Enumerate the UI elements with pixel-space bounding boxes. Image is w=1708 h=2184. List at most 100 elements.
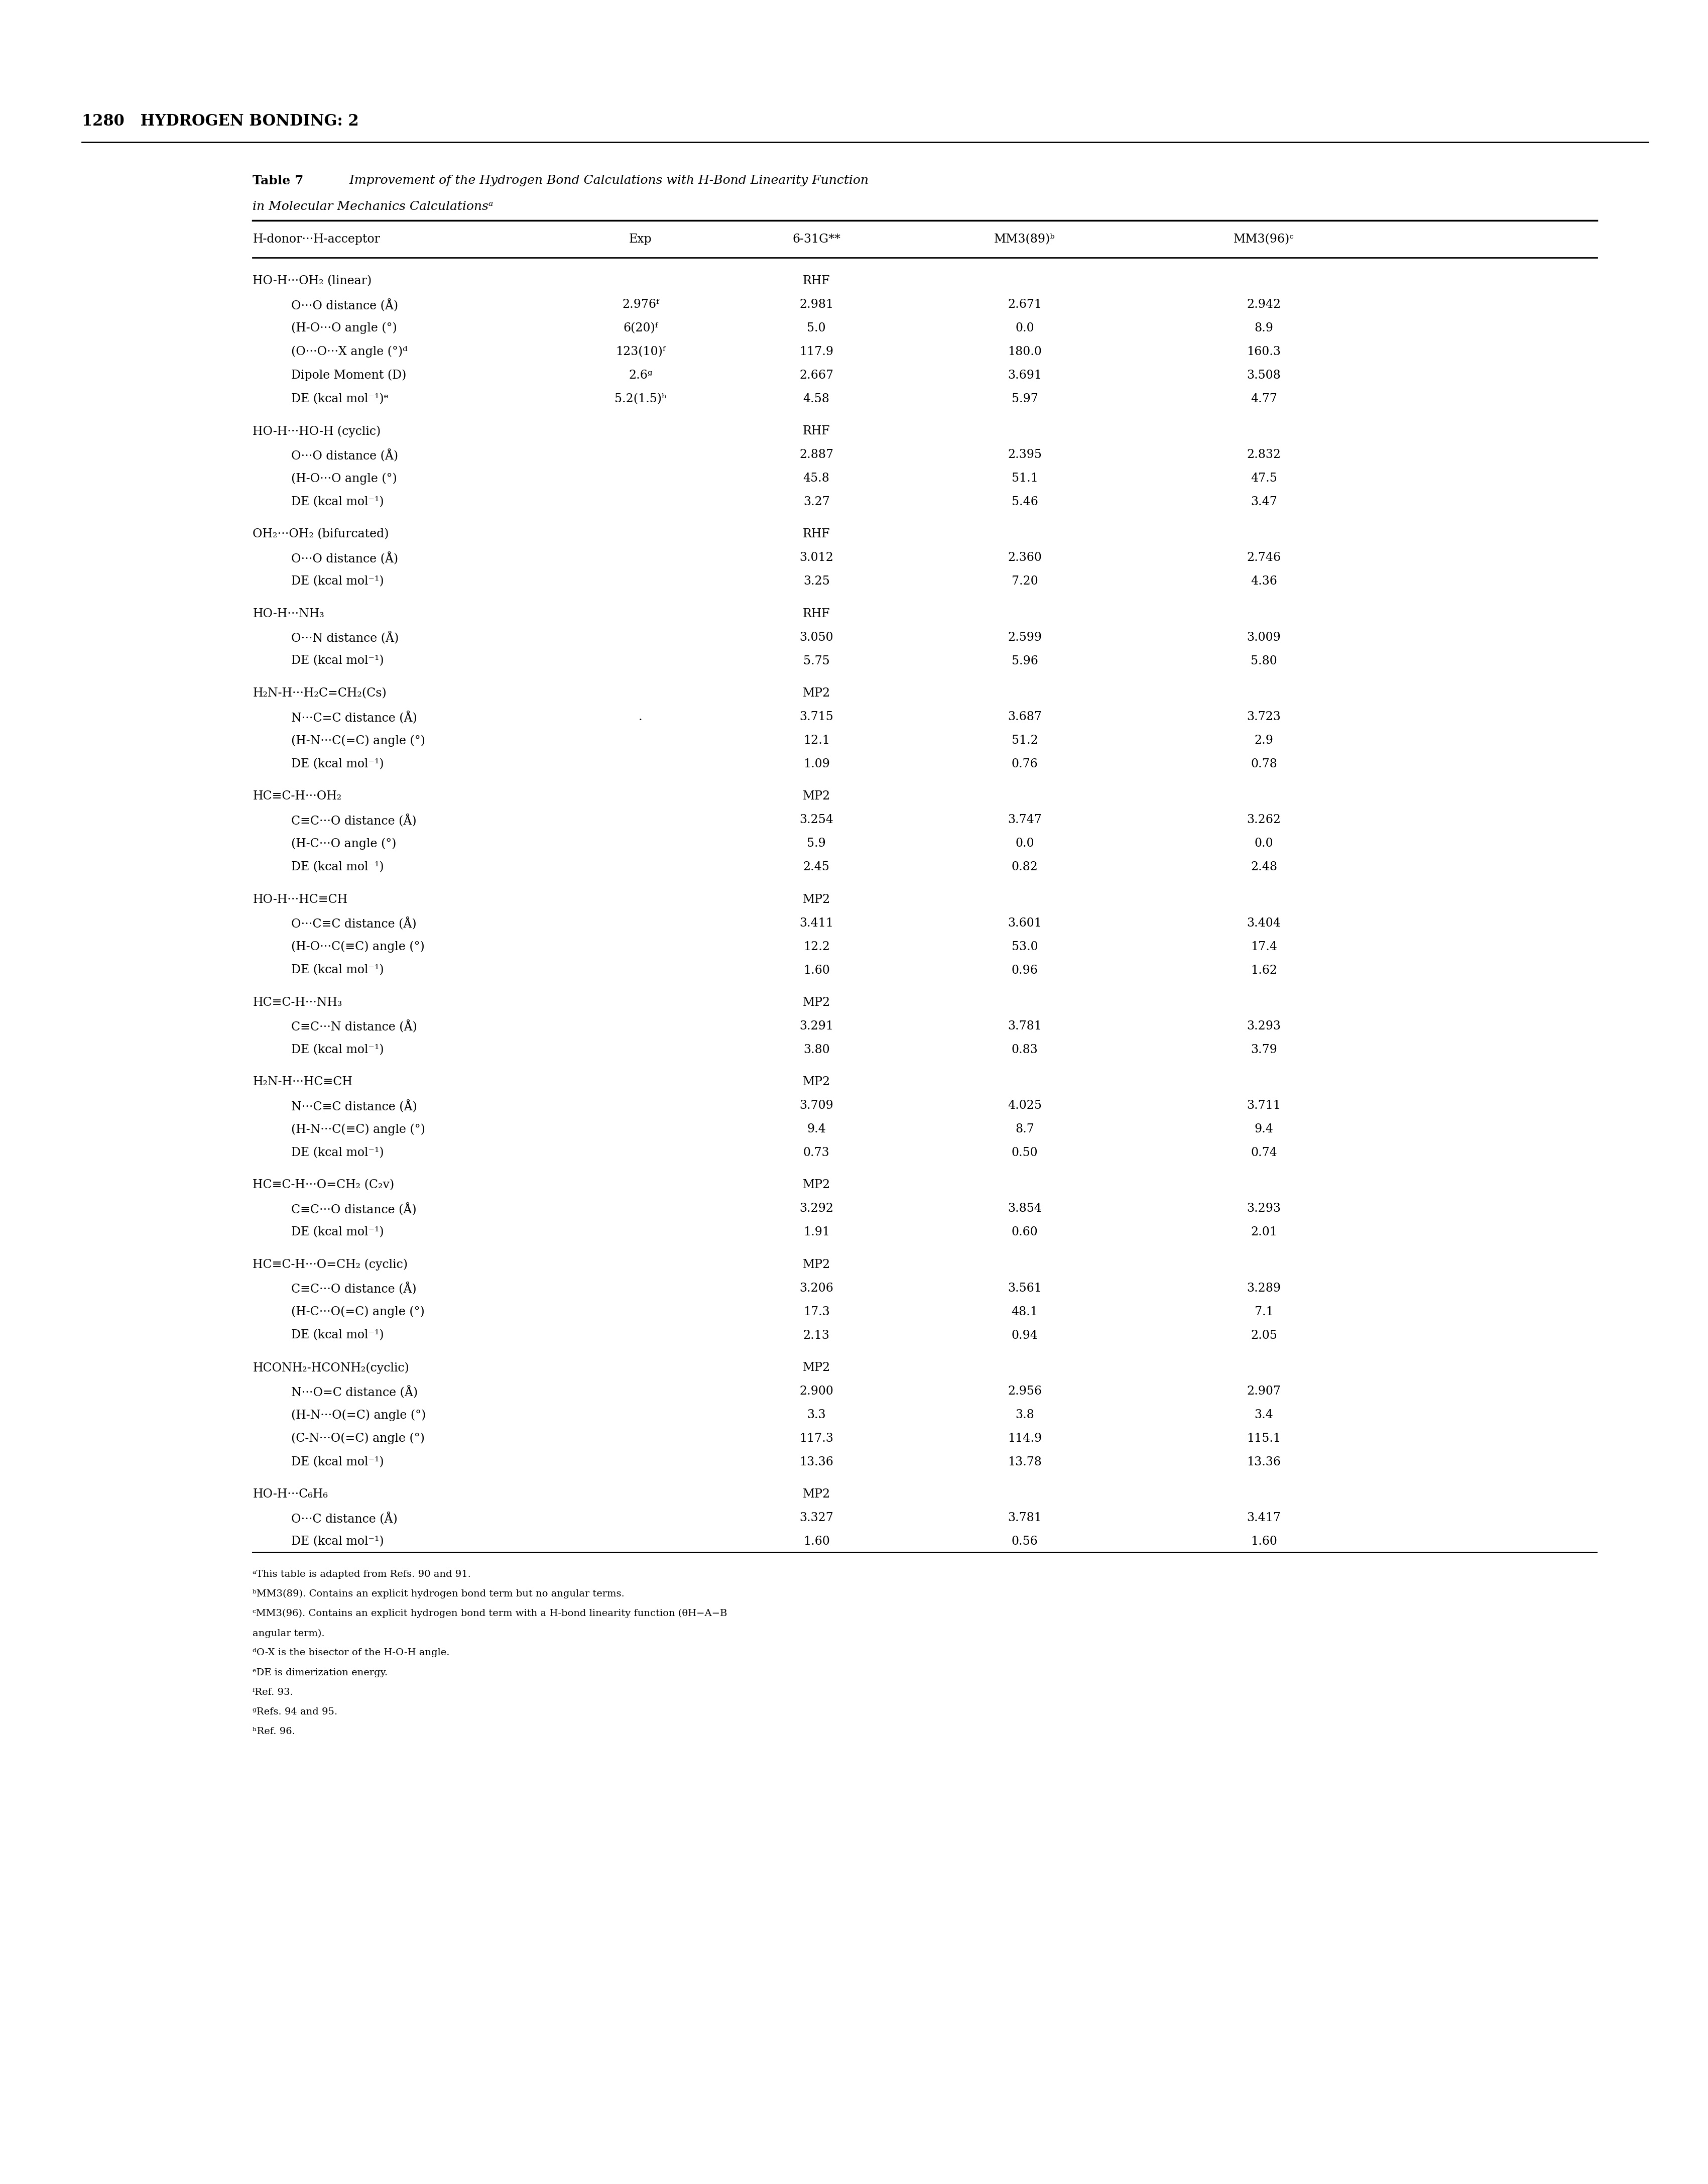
- Text: HO-H···NH₃: HO-H···NH₃: [253, 607, 325, 620]
- Text: 0.78: 0.78: [1250, 758, 1278, 769]
- Text: Dipole Moment (D): Dipole Moment (D): [284, 369, 407, 382]
- Text: 9.4: 9.4: [1254, 1123, 1274, 1136]
- Text: 123(10)ᶠ: 123(10)ᶠ: [615, 345, 666, 358]
- Text: N···C≡C distance (Å): N···C≡C distance (Å): [284, 1101, 417, 1114]
- Text: 2.6ᵍ: 2.6ᵍ: [629, 369, 652, 380]
- Text: 2.900: 2.900: [799, 1385, 834, 1398]
- Text: DE (kcal mol⁻¹): DE (kcal mol⁻¹): [284, 1330, 384, 1341]
- Text: 5.80: 5.80: [1250, 655, 1278, 666]
- Text: 3.27: 3.27: [803, 496, 830, 507]
- Text: Table 7: Table 7: [253, 175, 304, 188]
- Text: 2.48: 2.48: [1250, 860, 1278, 874]
- Text: DE (kcal mol⁻¹): DE (kcal mol⁻¹): [284, 1227, 384, 1238]
- Text: DE (kcal mol⁻¹): DE (kcal mol⁻¹): [284, 758, 384, 769]
- Text: 1.60: 1.60: [1250, 1535, 1278, 1546]
- Text: 1.60: 1.60: [803, 1535, 830, 1546]
- Text: HO-H···OH₂ (linear): HO-H···OH₂ (linear): [253, 275, 372, 286]
- Text: ᵇMM3(89). Contains an explicit hydrogen bond term but no angular terms.: ᵇMM3(89). Contains an explicit hydrogen …: [253, 1590, 625, 1599]
- Text: DE (kcal mol⁻¹): DE (kcal mol⁻¹): [284, 1535, 384, 1546]
- Text: MP2: MP2: [803, 1179, 830, 1190]
- Text: 0.60: 0.60: [1011, 1227, 1038, 1238]
- Text: 12.1: 12.1: [803, 734, 830, 747]
- Text: 17.3: 17.3: [803, 1306, 830, 1317]
- Text: 6-31G**: 6-31G**: [793, 234, 840, 245]
- Text: O···C≡C distance (Å): O···C≡C distance (Å): [284, 917, 417, 930]
- Text: 3.25: 3.25: [803, 577, 830, 587]
- Text: 51.2: 51.2: [1011, 734, 1038, 747]
- Text: 3.293: 3.293: [1247, 1020, 1281, 1031]
- Text: angular term).: angular term).: [253, 1629, 325, 1638]
- Text: 115.1: 115.1: [1247, 1433, 1281, 1444]
- Text: 5.0: 5.0: [806, 323, 827, 334]
- Text: 117.9: 117.9: [799, 345, 834, 358]
- Text: 3.508: 3.508: [1247, 369, 1281, 380]
- Text: 0.94: 0.94: [1011, 1330, 1038, 1341]
- Text: 3.601: 3.601: [1008, 917, 1042, 928]
- Text: 3.80: 3.80: [803, 1044, 830, 1055]
- Text: 2.976ᶠ: 2.976ᶠ: [622, 299, 659, 310]
- Text: Exp: Exp: [629, 234, 652, 245]
- Text: 3.781: 3.781: [1008, 1511, 1042, 1524]
- Text: (C-N···O(=C) angle (°): (C-N···O(=C) angle (°): [284, 1433, 425, 1444]
- Text: 0.82: 0.82: [1011, 860, 1038, 874]
- Text: O···O distance (Å): O···O distance (Å): [284, 450, 398, 463]
- Text: 3.691: 3.691: [1008, 369, 1042, 380]
- Text: 2.907: 2.907: [1247, 1385, 1281, 1398]
- Text: 3.561: 3.561: [1008, 1282, 1042, 1293]
- Text: 4.025: 4.025: [1008, 1101, 1042, 1112]
- Text: C≡C···N distance (Å): C≡C···N distance (Å): [284, 1020, 417, 1033]
- Text: 5.2(1.5)ʰ: 5.2(1.5)ʰ: [615, 393, 666, 404]
- Text: 0.56: 0.56: [1011, 1535, 1038, 1546]
- Text: ᶜMM3(96). Contains an explicit hydrogen bond term with a H-bond linearity functi: ᶜMM3(96). Contains an explicit hydrogen …: [253, 1610, 728, 1618]
- Text: MP2: MP2: [803, 1363, 830, 1374]
- Text: 8.9: 8.9: [1254, 323, 1274, 334]
- Text: DE (kcal mol⁻¹): DE (kcal mol⁻¹): [284, 1147, 384, 1158]
- Text: 0.83: 0.83: [1011, 1044, 1038, 1055]
- Text: 45.8: 45.8: [803, 472, 830, 485]
- Text: 0.96: 0.96: [1011, 965, 1038, 976]
- Text: RHF: RHF: [803, 275, 830, 286]
- Text: (H-N···C(≡C) angle (°): (H-N···C(≡C) angle (°): [284, 1123, 425, 1136]
- Text: 0.73: 0.73: [803, 1147, 830, 1158]
- Text: 7.1: 7.1: [1254, 1306, 1274, 1317]
- Text: 3.723: 3.723: [1247, 712, 1281, 723]
- Text: (H-O···O angle (°): (H-O···O angle (°): [284, 472, 396, 485]
- Text: 48.1: 48.1: [1011, 1306, 1038, 1317]
- Text: 1.09: 1.09: [803, 758, 830, 769]
- Text: DE (kcal mol⁻¹): DE (kcal mol⁻¹): [284, 1044, 384, 1055]
- Text: 0.0: 0.0: [1015, 839, 1035, 850]
- Text: HC≡C-H···O=CH₂ (C₂v): HC≡C-H···O=CH₂ (C₂v): [253, 1179, 395, 1190]
- Text: 1.60: 1.60: [803, 965, 830, 976]
- Text: (H-O···C(≡C) angle (°): (H-O···C(≡C) angle (°): [284, 941, 425, 952]
- Text: 12.2: 12.2: [803, 941, 830, 952]
- Text: (O···O···X angle (°)ᵈ: (O···O···X angle (°)ᵈ: [284, 345, 407, 358]
- Text: O···O distance (Å): O···O distance (Å): [284, 553, 398, 566]
- Text: 2.45: 2.45: [803, 860, 830, 874]
- Text: 3.411: 3.411: [799, 917, 834, 928]
- Text: 4.36: 4.36: [1250, 577, 1278, 587]
- Text: 0.76: 0.76: [1011, 758, 1038, 769]
- Text: 4.77: 4.77: [1250, 393, 1278, 404]
- Text: 3.206: 3.206: [799, 1282, 834, 1293]
- Text: DE (kcal mol⁻¹): DE (kcal mol⁻¹): [284, 655, 384, 666]
- Text: C≡C···O distance (Å): C≡C···O distance (Å): [284, 1203, 417, 1216]
- Text: 3.293: 3.293: [1247, 1203, 1281, 1214]
- Text: 2.956: 2.956: [1008, 1385, 1042, 1398]
- Text: DE (kcal mol⁻¹): DE (kcal mol⁻¹): [284, 577, 384, 587]
- Text: 3.8: 3.8: [1015, 1409, 1035, 1420]
- Text: 13.36: 13.36: [1247, 1457, 1281, 1468]
- Text: C≡C···O distance (Å): C≡C···O distance (Å): [284, 1282, 417, 1295]
- Text: 0.74: 0.74: [1250, 1147, 1278, 1158]
- Text: ʰRef. 96.: ʰRef. 96.: [253, 1728, 295, 1736]
- Text: DE (kcal mol⁻¹)ᵉ: DE (kcal mol⁻¹)ᵉ: [284, 393, 388, 404]
- Text: 2.832: 2.832: [1247, 450, 1281, 461]
- Text: 2.887: 2.887: [799, 450, 834, 461]
- Text: RHF: RHF: [803, 529, 830, 539]
- Text: 2.9: 2.9: [1254, 734, 1274, 747]
- Text: O···O distance (Å): O···O distance (Å): [284, 299, 398, 312]
- Text: 0.0: 0.0: [1015, 323, 1035, 334]
- Text: RHF: RHF: [803, 426, 830, 437]
- Text: HC≡C-H···O=CH₂ (cyclic): HC≡C-H···O=CH₂ (cyclic): [253, 1258, 408, 1271]
- Text: MM3(96)ᶜ: MM3(96)ᶜ: [1233, 234, 1295, 245]
- Text: 0.0: 0.0: [1254, 839, 1274, 850]
